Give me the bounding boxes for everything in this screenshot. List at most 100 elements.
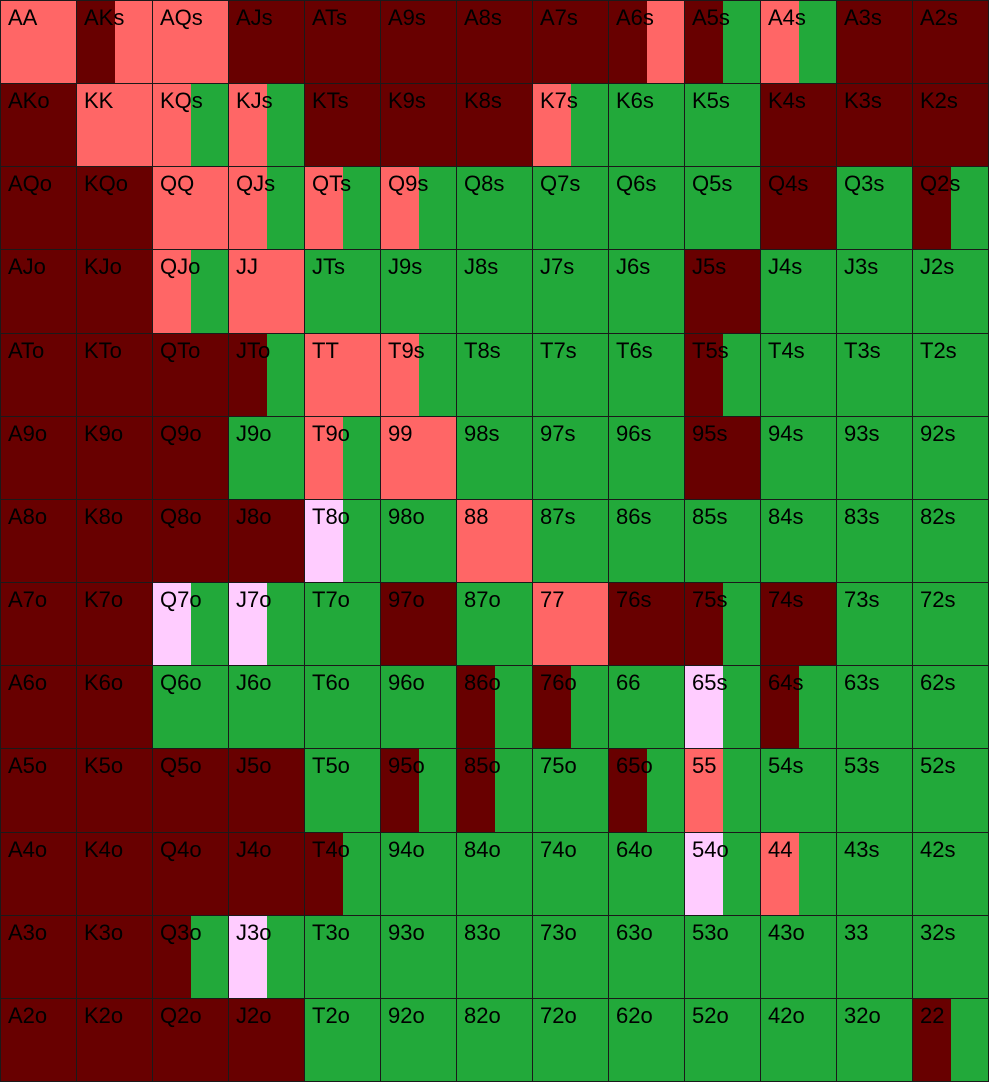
hand-cell: A9o bbox=[1, 416, 77, 500]
hand-cell: AKo bbox=[1, 84, 77, 168]
frequency-segment bbox=[305, 333, 380, 416]
hand-cell: 82s bbox=[913, 499, 989, 584]
hand-label: 72o bbox=[540, 1002, 577, 1028]
hand-label: 64s bbox=[768, 670, 804, 696]
hand-label: 65s bbox=[692, 670, 728, 696]
hand-cell: Q6s bbox=[609, 167, 685, 251]
hand-cell: T3s bbox=[837, 333, 913, 417]
frequency-segment bbox=[533, 250, 608, 333]
hand-cell: A6o bbox=[1, 666, 77, 750]
hand-label: T3o bbox=[312, 919, 350, 945]
hand-cell: K2o bbox=[77, 998, 153, 1082]
hand-cell: 63s bbox=[837, 666, 913, 750]
hand-label: AKo bbox=[8, 88, 50, 114]
hand-cell: K6o bbox=[77, 666, 153, 750]
frequency-segment bbox=[761, 250, 836, 333]
hand-label: Q8o bbox=[160, 503, 202, 529]
frequency-segment bbox=[305, 416, 343, 499]
hand-label: 76s bbox=[616, 587, 652, 613]
frequency-segment bbox=[913, 1, 988, 84]
frequency-segment bbox=[609, 250, 684, 333]
frequency-segment bbox=[77, 167, 152, 250]
hand-cell: Q6o bbox=[153, 666, 229, 750]
frequency-segment bbox=[229, 915, 267, 998]
hand-cell: 94o bbox=[381, 832, 457, 916]
frequency-segment bbox=[685, 749, 723, 832]
frequency-segment bbox=[913, 84, 988, 167]
hand-label: 85o bbox=[464, 753, 501, 779]
frequency-segment bbox=[722, 333, 760, 416]
frequency-segment bbox=[609, 583, 684, 666]
hand-cell: 98o bbox=[381, 499, 457, 584]
frequency-segment bbox=[761, 499, 836, 583]
hand-cell: K9o bbox=[77, 416, 153, 500]
frequency-segment bbox=[418, 167, 456, 250]
frequency-segment bbox=[1, 998, 76, 1081]
frequency-segment bbox=[722, 666, 760, 749]
hand-label: 73s bbox=[844, 587, 880, 613]
frequency-segment bbox=[913, 583, 988, 666]
hand-cell: ATo bbox=[1, 333, 77, 417]
hand-cell: K3s bbox=[837, 84, 913, 168]
hand-cell: 83s bbox=[837, 499, 913, 584]
frequency-segment bbox=[457, 915, 532, 998]
hand-label: A4o bbox=[8, 836, 48, 862]
hand-label: 86o bbox=[464, 670, 501, 696]
hand-label: TT bbox=[312, 337, 339, 363]
hand-label: A4s bbox=[768, 5, 806, 30]
frequency-segment bbox=[533, 583, 608, 666]
frequency-segment bbox=[153, 998, 228, 1081]
hand-cell: Q4o bbox=[153, 832, 229, 916]
hand-label: K9o bbox=[84, 420, 124, 446]
frequency-segment bbox=[1, 250, 76, 333]
hand-cell: Q3o bbox=[153, 915, 229, 999]
frequency-segment bbox=[685, 167, 760, 250]
hand-cell: TT bbox=[305, 333, 381, 417]
hand-cell: 64o bbox=[609, 832, 685, 916]
frequency-segment bbox=[457, 499, 532, 583]
hand-cell: T4s bbox=[761, 333, 837, 417]
hand-label: T5s bbox=[692, 337, 729, 363]
hand-label: 96s bbox=[616, 420, 652, 446]
hand-label: 75s bbox=[692, 587, 728, 613]
hand-label: J4s bbox=[768, 254, 803, 280]
frequency-segment bbox=[153, 666, 228, 749]
hand-label: A2s bbox=[920, 5, 958, 30]
frequency-segment bbox=[77, 915, 152, 998]
hand-cell: 98s bbox=[457, 416, 533, 500]
hand-cell: A2s bbox=[913, 1, 989, 85]
frequency-segment bbox=[761, 333, 836, 416]
frequency-segment bbox=[153, 749, 228, 832]
hand-label: 86s bbox=[616, 503, 652, 529]
hand-label: 43s bbox=[844, 836, 880, 862]
hand-label: 98o bbox=[388, 503, 425, 529]
hand-cell: JJ bbox=[229, 250, 305, 334]
frequency-segment bbox=[722, 1, 760, 84]
hand-label: 33 bbox=[844, 919, 869, 945]
frequency-segment bbox=[153, 1, 228, 84]
hand-label: QTs bbox=[312, 171, 352, 197]
frequency-segment bbox=[305, 583, 380, 666]
hand-cell: T9s bbox=[381, 333, 457, 417]
hand-cell: QJo bbox=[153, 250, 229, 334]
frequency-segment bbox=[77, 1, 115, 84]
hand-cell: KTo bbox=[77, 333, 153, 417]
hand-label: T8s bbox=[464, 337, 501, 363]
hand-cell: 52o bbox=[685, 998, 761, 1082]
frequency-segment bbox=[190, 583, 228, 666]
frequency-segment bbox=[761, 749, 836, 832]
hand-label: J9o bbox=[236, 420, 272, 446]
frequency-segment bbox=[266, 583, 304, 666]
frequency-segment bbox=[533, 915, 608, 998]
hand-label: K9s bbox=[388, 88, 426, 114]
hand-cell: J3s bbox=[837, 250, 913, 334]
hand-cell: 64s bbox=[761, 666, 837, 750]
frequency-segment bbox=[1, 84, 76, 167]
hand-label: 53o bbox=[692, 919, 729, 945]
hand-cell: A8o bbox=[1, 499, 77, 584]
frequency-segment bbox=[77, 333, 152, 416]
frequency-segment bbox=[381, 583, 456, 666]
hand-cell: T5s bbox=[685, 333, 761, 417]
hand-cell: T7s bbox=[533, 333, 609, 417]
hand-label: K7o bbox=[84, 587, 124, 613]
